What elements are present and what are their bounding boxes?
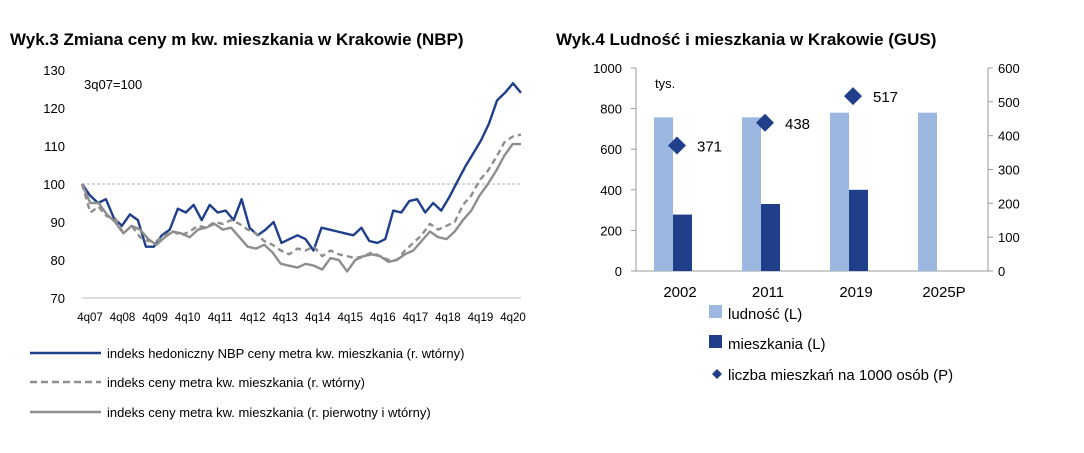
chart1-x-tick-5: 4q12 [240,312,266,324]
chart2-marker-ratio-1 [756,113,774,132]
chart1-x-tick-8: 4q15 [338,312,364,324]
chart1-series-line-1 [80,133,522,262]
chart1-x-tick-4: 4q11 [208,312,233,324]
chart2-left-tick-4: 800 [600,102,622,117]
chart2-left-tick-2: 400 [600,183,622,198]
chart1-x-tick-13: 4q20 [500,312,526,324]
chart2-right-tick-2: 200 [998,196,1020,211]
chart2-unit-label: tys. [655,76,675,91]
chart1-x-tick-3: 4q10 [175,312,201,324]
chart1-legend-label-1: indeks ceny metra kw. mieszkania (r. wtó… [107,375,365,390]
chart2-marker-label-1: 438 [785,116,810,133]
chart1-x-tick-9: 4q16 [370,312,396,324]
chart2-marker-label-2: 517 [873,89,898,106]
chart1-title: Wyk.3 Zmiana ceny m kw. mieszkania w Kra… [10,30,464,49]
chart2-bar-population-0 [654,117,673,271]
chart1-x-tick-11: 4q18 [435,312,461,324]
chart2-left-tick-5: 1000 [593,61,622,76]
chart1-y-tick-2: 90 [51,215,65,230]
chart2-legend-label-2: liczba mieszkań na 1000 osób (P) [728,367,953,384]
chart2-bar-population-3 [918,112,937,271]
chart1-x-tick-0: 4q07 [77,312,103,324]
chart2-bar-dwellings-0 [673,214,692,271]
chart2-right-tick-6: 600 [998,61,1020,76]
chart1-annotation: 3q07=100 [84,77,142,92]
chart1-x-tick-1: 4q08 [110,312,136,324]
chart2-marker-ratio-0 [668,136,686,155]
chart1-y-tick-3: 100 [43,177,65,192]
chart2-bar-population-2 [830,112,849,271]
chart2-legend-label-1: mieszkania (L) [728,336,826,353]
chart2-x-tick-2: 2019 [839,284,872,301]
chart2-right-tick-0: 0 [998,264,1005,279]
chart1-y-tick-0: 70 [51,291,65,306]
chart2-legend-label-0: ludność (L) [728,306,802,323]
chart1-y-tick-6: 130 [43,63,65,78]
chart1-y-tick-1: 80 [51,253,65,268]
chart1-x-tick-7: 4q14 [305,312,331,324]
chart1-y-tick-5: 120 [43,101,65,116]
chart2-x-tick-1: 2011 [752,284,784,301]
chart1-x-tick-6: 4q13 [272,312,298,324]
chart1-y-tick-4: 110 [44,139,65,154]
chart2-right-tick-1: 100 [998,230,1020,245]
chart1-x-tick-10: 4q17 [403,312,429,324]
chart2-right-tick-3: 300 [998,163,1020,178]
chart2-bar-dwellings-2 [849,189,868,271]
chart2-legend-swatch-0 [709,305,722,318]
chart1-series-line-0 [81,82,522,252]
chart2-legend-swatch-1 [709,335,722,348]
chart2-legend-swatch-2 [712,369,722,379]
chart2-marker-label-0: 371 [697,138,722,155]
chart2-left-tick-0: 0 [615,264,622,279]
chart1-legend-label-2: indeks ceny metra kw. mieszkania (r. pie… [107,405,431,420]
chart2-right-tick-4: 400 [998,129,1020,144]
chart2-x-tick-0: 2002 [663,284,696,301]
chart1-x-tick-12: 4q19 [468,312,494,324]
chart2-left-tick-1: 200 [600,223,622,238]
chart2-title: Wyk.4 Ludność i mieszkania w Krakowie (G… [556,30,936,49]
chart2-bar-dwellings-1 [761,204,780,271]
chart2-x-tick-3: 2025P [922,284,965,301]
chart2-marker-ratio-2 [844,87,862,106]
chart2-left-tick-3: 600 [600,142,622,157]
chart1-x-tick-2: 4q09 [142,312,168,324]
chart1-series-line-2 [80,142,521,273]
chart1-legend-label-0: indeks hedoniczny NBP ceny metra kw. mie… [107,346,464,361]
chart2-bar-population-1 [742,117,761,271]
chart2-right-tick-5: 500 [998,95,1020,110]
